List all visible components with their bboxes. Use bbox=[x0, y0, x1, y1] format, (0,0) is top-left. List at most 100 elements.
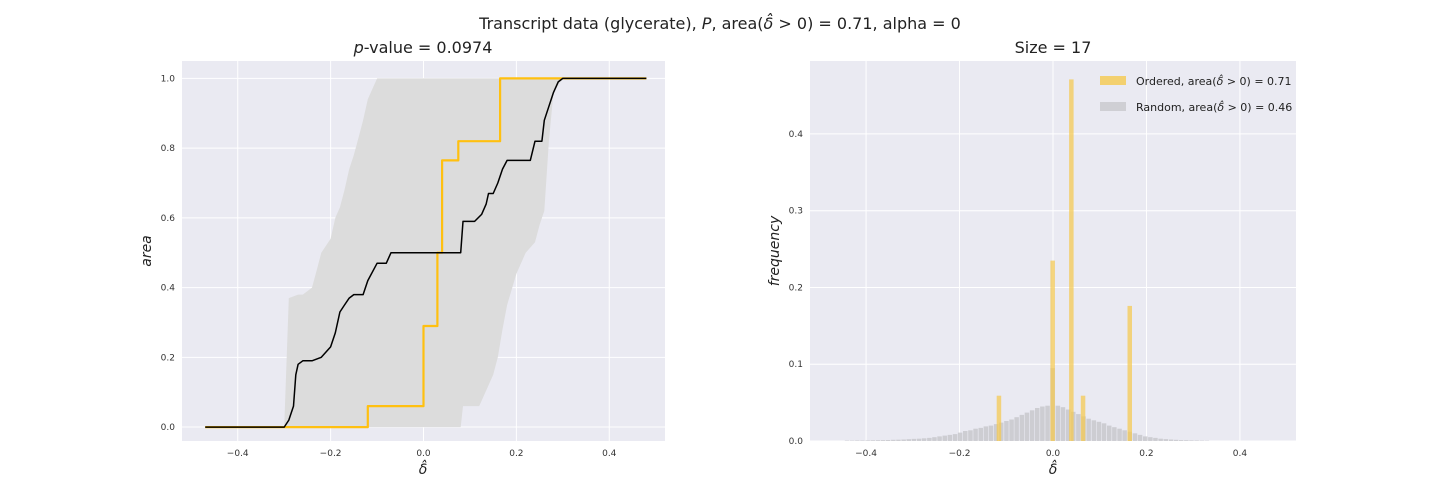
right-y-tick-label: 0.2 bbox=[789, 283, 803, 293]
random-histogram-bar bbox=[860, 440, 865, 441]
random-histogram-bar bbox=[1096, 421, 1102, 441]
random-legend-swatch bbox=[1100, 102, 1126, 111]
left-y-tick-label: 0.8 bbox=[161, 144, 176, 154]
ordered-histogram-bar bbox=[1080, 395, 1086, 441]
random-histogram-bar bbox=[1091, 420, 1097, 441]
random-histogram-bar bbox=[1122, 430, 1127, 441]
random-histogram-bar bbox=[1065, 409, 1071, 441]
random-histogram-bar bbox=[1194, 440, 1199, 441]
left-x-axis-label: δ̂ bbox=[419, 459, 428, 478]
random-histogram-bar bbox=[901, 439, 906, 441]
right-y-tick-label: 0.1 bbox=[789, 360, 803, 370]
random-histogram-bar bbox=[1148, 437, 1153, 441]
random-histogram-bar bbox=[937, 436, 942, 441]
random-histogram-bar bbox=[875, 440, 881, 441]
random-histogram-bar bbox=[978, 427, 983, 441]
right-x-tick-label: 0.2 bbox=[1139, 449, 1153, 459]
right-chart-title: Size = 17 bbox=[1015, 38, 1092, 57]
left-x-tick-label: 0.2 bbox=[509, 449, 523, 459]
random-histogram-bar bbox=[916, 438, 922, 441]
random-histogram-bar bbox=[1035, 408, 1040, 441]
right-chart: Size = 17 frequency δ̂ −0.4 −0.2 0.0 0.2 0.4… bbox=[767, 38, 1296, 478]
random-histogram-bar bbox=[942, 435, 947, 441]
ordered-histogram-bar bbox=[1050, 260, 1055, 441]
right-y-axis-label: frequency bbox=[767, 215, 783, 286]
random-histogram-bar bbox=[1112, 427, 1117, 441]
random-histogram-bar bbox=[1024, 412, 1030, 441]
random-histogram-bar bbox=[1143, 436, 1148, 441]
right-x-tick-label: −0.4 bbox=[855, 449, 877, 459]
left-y-tick-label: 0.2 bbox=[161, 353, 175, 363]
left-y-tick-label: 0.0 bbox=[161, 423, 176, 433]
random-histogram-bar bbox=[1189, 440, 1194, 441]
right-x-axis-label: δ̂ bbox=[1049, 459, 1058, 478]
random-mean-area-line bbox=[205, 77, 647, 428]
left-x-tick-label: 0.0 bbox=[416, 449, 431, 459]
random-histogram-bar bbox=[1168, 439, 1174, 441]
ordered-histogram-bar bbox=[996, 395, 1002, 441]
random-histogram-bar bbox=[963, 431, 968, 441]
ordered-legend-swatch bbox=[1100, 76, 1126, 85]
random-histogram-bar bbox=[927, 437, 932, 441]
random-histogram-bar bbox=[1173, 439, 1179, 441]
random-legend-label: Random, area(δ̂ > 0) = 0.46 bbox=[1136, 100, 1292, 114]
random-histogram-bar bbox=[1014, 417, 1019, 441]
random-histogram-bar bbox=[865, 440, 870, 441]
right-y-tick-label: 0.4 bbox=[789, 130, 804, 140]
left-x-tick-label: −0.2 bbox=[320, 449, 342, 459]
right-x-tick-label: 0.0 bbox=[1046, 449, 1061, 459]
left-y-tick-label: 0.4 bbox=[161, 284, 176, 294]
random-histogram-bar bbox=[1045, 405, 1050, 441]
left-y-axis-label: area bbox=[139, 235, 155, 267]
random-histogram-bar bbox=[1117, 428, 1122, 441]
ordered-legend-label: Ordered, area(δ̂ > 0) = 0.71 bbox=[1136, 74, 1292, 88]
random-histogram-bar bbox=[1004, 421, 1009, 441]
random-histogram-bar bbox=[855, 440, 860, 441]
random-histogram-bar bbox=[988, 425, 994, 441]
random-histogram-bar bbox=[880, 440, 886, 441]
random-histogram-bar bbox=[1019, 414, 1025, 441]
random-histogram-bar bbox=[1153, 437, 1158, 441]
left-x-tick-label: 0.4 bbox=[602, 449, 617, 459]
random-histogram-bar bbox=[1137, 434, 1143, 441]
random-histogram-bar bbox=[983, 426, 989, 441]
random-histogram-bar bbox=[1158, 438, 1163, 441]
left-chart: p-value = 0.0974 area δ̂ −0.4 −0.2 0.0 0.2 0… bbox=[139, 38, 665, 478]
random-histogram-bar bbox=[1101, 423, 1107, 441]
random-histogram-bar bbox=[993, 424, 999, 441]
right-y-tick-label: 0.0 bbox=[789, 437, 804, 447]
right-x-tick-label: −0.2 bbox=[949, 449, 971, 459]
left-y-tick-label: 1.0 bbox=[161, 74, 176, 84]
random-histogram-bar bbox=[1055, 405, 1061, 441]
random-histogram-bar bbox=[891, 439, 896, 441]
random-histogram-bar bbox=[1029, 410, 1035, 441]
right-y-tick-label: 0.3 bbox=[789, 207, 803, 217]
random-histogram-bar bbox=[885, 440, 891, 441]
random-histogram-bar bbox=[1184, 440, 1189, 441]
left-y-tick-label: 0.6 bbox=[161, 214, 176, 224]
random-histogram-bar bbox=[947, 434, 953, 441]
random-histogram-bar bbox=[1076, 414, 1081, 441]
random-histogram-bar bbox=[932, 437, 937, 441]
random-histogram-bar bbox=[973, 428, 978, 441]
random-histogram-bar bbox=[911, 438, 917, 441]
random-histogram-bar bbox=[1060, 407, 1066, 441]
random-histogram-bar bbox=[952, 434, 958, 441]
random-histogram-bar bbox=[1086, 418, 1091, 441]
random-histogram-bar bbox=[870, 440, 875, 441]
right-x-tick-label: 0.4 bbox=[1233, 449, 1248, 459]
random-histogram-bar bbox=[921, 438, 927, 441]
random-histogram-bar bbox=[1178, 440, 1184, 441]
random-histogram-bar bbox=[1009, 419, 1014, 441]
random-histogram-bar bbox=[957, 432, 963, 441]
ordered-histogram-bar bbox=[1069, 79, 1074, 442]
left-chart-title: p-value = 0.0974 bbox=[353, 38, 493, 57]
ordered-histogram-bar bbox=[1127, 305, 1132, 441]
random-histogram-bar bbox=[1040, 406, 1045, 441]
random-histogram-bar bbox=[896, 439, 901, 441]
random-histogram-bar bbox=[1132, 433, 1138, 441]
random-histogram-bar bbox=[999, 422, 1004, 441]
random-histogram-bar bbox=[1163, 439, 1168, 441]
random-histogram-bar bbox=[906, 439, 911, 441]
